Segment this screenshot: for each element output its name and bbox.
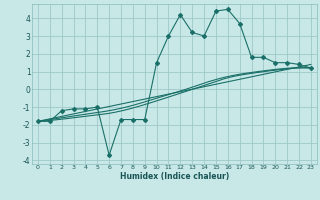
X-axis label: Humidex (Indice chaleur): Humidex (Indice chaleur): [120, 172, 229, 181]
